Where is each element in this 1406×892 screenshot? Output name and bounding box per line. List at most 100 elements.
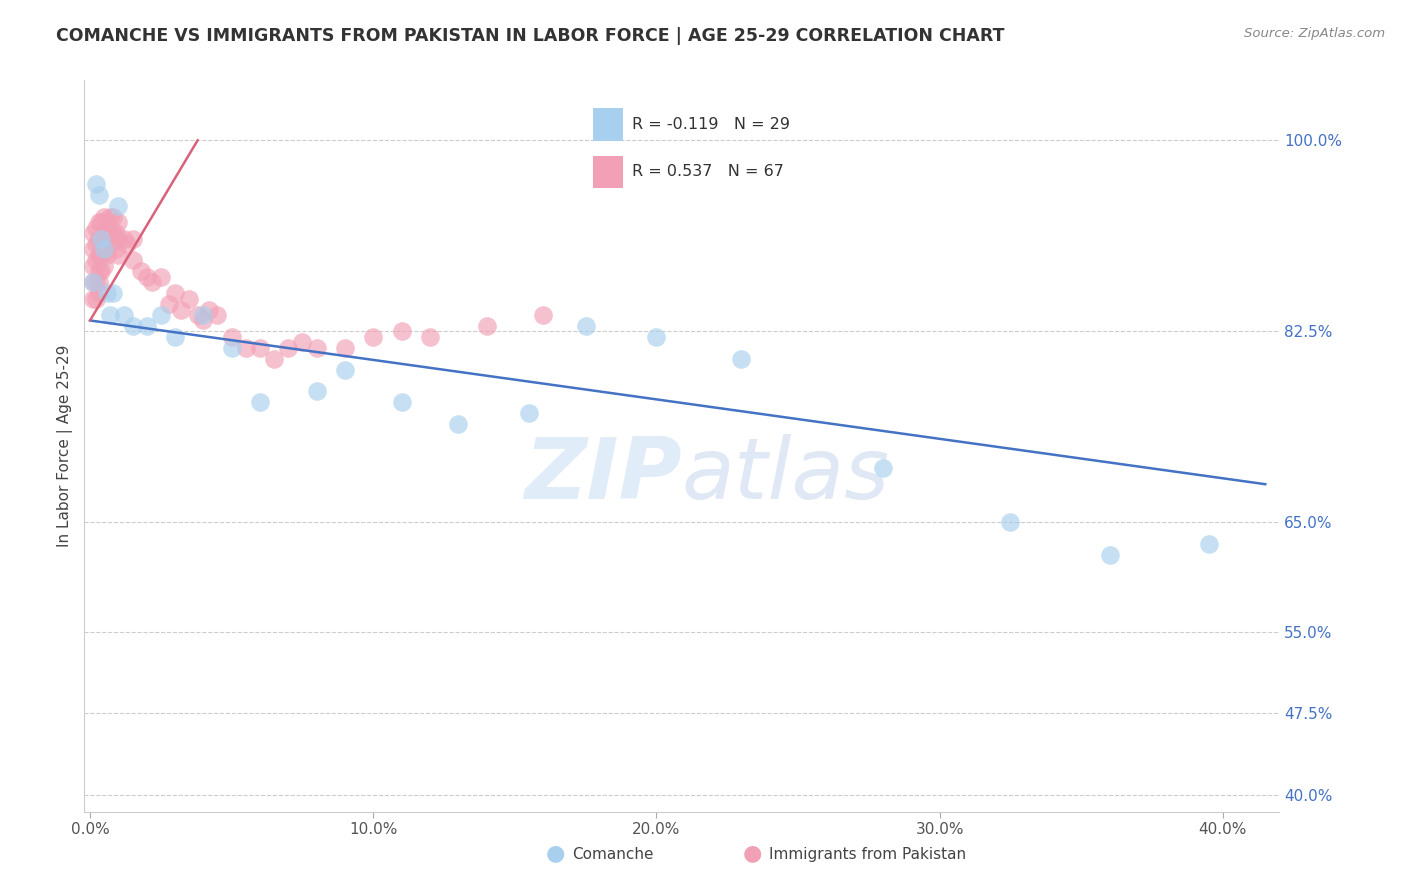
Point — [121, 253, 143, 268]
Point — [98, 226, 121, 240]
Text: Comanche: Comanche — [572, 847, 654, 862]
Point — [82, 259, 104, 273]
Point — [1000, 516, 1022, 530]
Point — [419, 330, 441, 344]
Point — [447, 417, 470, 432]
Point — [149, 269, 172, 284]
Point — [135, 269, 157, 284]
Text: COMANCHE VS IMMIGRANTS FROM PAKISTAN IN LABOR FORCE | AGE 25-29 CORRELATION CHAR: COMANCHE VS IMMIGRANTS FROM PAKISTAN IN … — [56, 27, 1005, 45]
Point — [107, 248, 129, 262]
Point — [249, 395, 271, 409]
Text: ZIP: ZIP — [524, 434, 682, 516]
Point — [84, 220, 107, 235]
Point — [101, 210, 124, 224]
Text: Immigrants from Pakistan: Immigrants from Pakistan — [769, 847, 966, 862]
Point — [872, 460, 894, 475]
Point — [93, 259, 115, 273]
Point — [87, 248, 110, 262]
Point — [84, 253, 107, 268]
Text: Source: ZipAtlas.com: Source: ZipAtlas.com — [1244, 27, 1385, 40]
Point — [107, 199, 129, 213]
Point — [135, 318, 157, 333]
Point — [1098, 548, 1121, 562]
Point — [121, 318, 143, 333]
Point — [575, 318, 598, 333]
Point — [112, 231, 135, 245]
Point — [96, 286, 118, 301]
Point — [87, 188, 110, 202]
Point — [82, 243, 104, 257]
Point — [517, 406, 540, 420]
Point — [82, 226, 104, 240]
Point — [333, 341, 356, 355]
Point — [361, 330, 384, 344]
Point — [90, 231, 112, 245]
Point — [163, 330, 186, 344]
Point — [82, 292, 104, 306]
Point — [305, 341, 328, 355]
Bar — [592, 155, 623, 188]
Point — [391, 324, 413, 338]
Point — [96, 215, 118, 229]
Point — [193, 313, 215, 327]
Point — [90, 248, 112, 262]
Point — [104, 243, 127, 257]
Point — [107, 231, 129, 245]
Point — [391, 395, 413, 409]
Point — [96, 231, 118, 245]
Bar — [592, 108, 623, 141]
Point — [157, 297, 180, 311]
Point — [112, 308, 135, 322]
Point — [101, 286, 124, 301]
Point — [645, 330, 668, 344]
Text: ●: ● — [742, 844, 762, 863]
Point — [121, 231, 143, 245]
Point — [169, 302, 191, 317]
Point — [96, 248, 118, 262]
Point — [149, 308, 172, 322]
Point — [730, 351, 752, 366]
Point — [221, 341, 243, 355]
Point — [93, 226, 115, 240]
Point — [531, 308, 554, 322]
Y-axis label: In Labor Force | Age 25-29: In Labor Force | Age 25-29 — [58, 345, 73, 547]
Point — [90, 264, 112, 278]
Point — [87, 215, 110, 229]
Text: atlas: atlas — [682, 434, 890, 516]
Point — [90, 231, 112, 245]
Point — [305, 384, 328, 399]
Point — [235, 341, 257, 355]
Point — [263, 351, 285, 366]
Point — [115, 237, 138, 252]
Text: R = 0.537   N = 67: R = 0.537 N = 67 — [631, 164, 783, 179]
Text: ●: ● — [546, 844, 565, 863]
Point — [179, 292, 201, 306]
Point — [207, 308, 229, 322]
Point — [198, 302, 221, 317]
Point — [87, 275, 110, 289]
Point — [129, 264, 152, 278]
Point — [277, 341, 299, 355]
Point — [291, 335, 314, 350]
Point — [193, 308, 215, 322]
Point — [84, 292, 107, 306]
Point — [87, 286, 110, 301]
Point — [90, 215, 112, 229]
Point — [101, 226, 124, 240]
Text: R = -0.119   N = 29: R = -0.119 N = 29 — [631, 117, 790, 132]
Point — [1198, 537, 1220, 551]
Point — [93, 210, 115, 224]
Point — [87, 231, 110, 245]
Point — [84, 237, 107, 252]
Point — [84, 177, 107, 191]
Point — [249, 341, 271, 355]
Point — [187, 308, 209, 322]
Point — [84, 275, 107, 289]
Point — [475, 318, 498, 333]
Point — [87, 264, 110, 278]
Point — [104, 226, 127, 240]
Point — [93, 243, 115, 257]
Point — [98, 237, 121, 252]
Point — [333, 362, 356, 376]
Point — [98, 308, 121, 322]
